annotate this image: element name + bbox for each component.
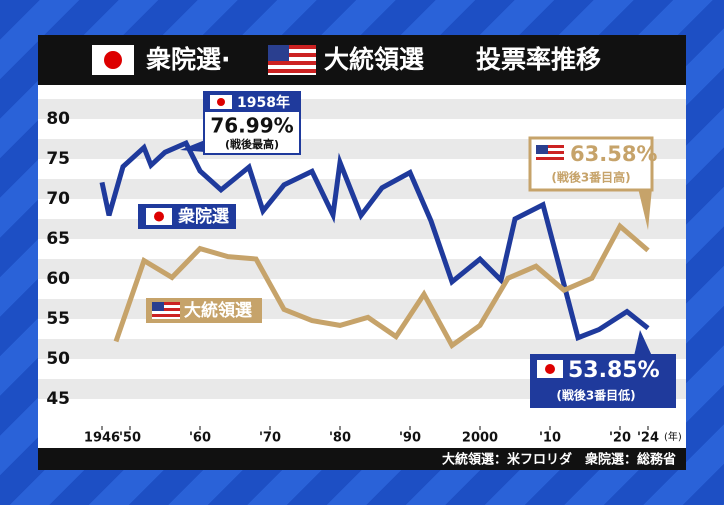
series-label: 大統領選 (184, 300, 252, 321)
x-tick-label: '90 (399, 431, 421, 446)
x-tick-label: '50 (119, 431, 141, 446)
jp-flag-sun (104, 51, 122, 69)
annotation: 76.99% (210, 114, 293, 138)
series-label: 衆院選 (178, 206, 229, 227)
jp-flag-sun (217, 98, 225, 106)
jp-flag-sun (545, 364, 555, 374)
grid-band (38, 99, 686, 119)
grid-band (38, 219, 686, 239)
us-flag (536, 145, 564, 162)
series-line (113, 222, 650, 350)
series-line (99, 139, 650, 342)
annotation: 1958年 (237, 94, 290, 111)
x-tick-label: '70 (259, 431, 281, 446)
x-tick-label: '24 (637, 431, 659, 446)
x-tick-label: '20 (609, 431, 631, 446)
x-tick-label: '80 (329, 431, 351, 446)
callout-pointer (634, 330, 652, 356)
annotation: (戦後3番目高) (551, 170, 630, 185)
x-tick-label: '10 (539, 431, 561, 446)
us-flag (152, 302, 180, 319)
grid-band (38, 179, 686, 199)
x-tick-label: 2000 (462, 431, 498, 446)
source: 大統領選：米フロリダ 衆院選：総務省 (442, 452, 676, 468)
grid-band (38, 339, 686, 359)
title-part: 大統領選 (324, 45, 424, 74)
title-bar (38, 35, 686, 85)
grid-band (38, 259, 686, 279)
y-tick-label: 70 (46, 189, 70, 209)
y-tick-label: 80 (46, 109, 70, 129)
y-tick-label: 45 (46, 389, 70, 409)
x-tick-label: '60 (189, 431, 211, 446)
source-bar (38, 448, 686, 470)
title-part: 投票率推移 (476, 45, 601, 74)
y-tick-label: 75 (46, 149, 70, 169)
y-tick-label: 50 (46, 349, 70, 369)
x-unit: (年) (664, 430, 682, 443)
annotation: 63.58% (570, 142, 657, 166)
annotation: (戦後3番目低) (556, 388, 635, 403)
title-part: 衆院選· (146, 45, 231, 74)
y-tick-label: 60 (46, 269, 70, 289)
y-tick-label: 65 (46, 229, 70, 249)
grid-band (38, 299, 686, 319)
y-tick-label: 55 (46, 309, 70, 329)
callout-pointer (638, 188, 652, 230)
x-tick-label: 1946 (84, 431, 120, 446)
jp-flag-sun (154, 211, 164, 222)
annotation: 53.85% (568, 358, 660, 383)
callout-pointer (180, 140, 205, 152)
grid-band (38, 379, 686, 399)
us-flag (268, 45, 316, 75)
annotation: (戦後最高) (225, 137, 279, 151)
